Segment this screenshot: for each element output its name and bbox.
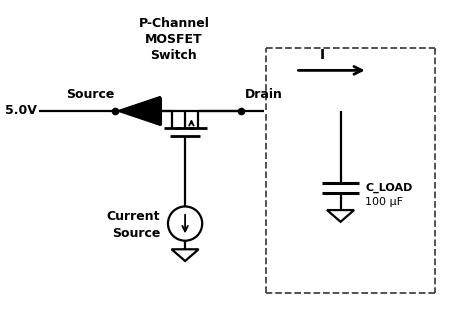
Text: Current: Current	[107, 210, 160, 223]
Polygon shape	[172, 249, 199, 261]
Text: Source: Source	[112, 227, 160, 240]
Polygon shape	[327, 210, 354, 222]
Text: Switch: Switch	[150, 49, 197, 63]
Text: P-Channel: P-Channel	[138, 17, 210, 30]
Text: Drain: Drain	[245, 88, 283, 101]
Polygon shape	[118, 97, 160, 125]
Text: C_LOAD: C_LOAD	[365, 183, 413, 193]
Text: 100 μF: 100 μF	[365, 197, 403, 207]
Text: I: I	[320, 48, 325, 62]
Text: 5.0V: 5.0V	[5, 104, 36, 117]
Text: Source: Source	[66, 88, 115, 101]
Text: MOSFET: MOSFET	[145, 33, 203, 46]
